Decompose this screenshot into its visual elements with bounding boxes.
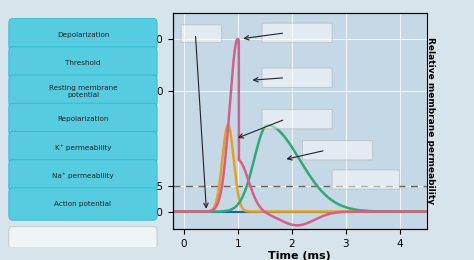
Text: Repolarization: Repolarization	[57, 116, 109, 122]
FancyBboxPatch shape	[9, 18, 157, 51]
Y-axis label: Membrane potential (mV): Membrane potential (mV)	[129, 50, 139, 192]
FancyBboxPatch shape	[262, 23, 332, 43]
FancyBboxPatch shape	[9, 47, 157, 79]
Text: Action potential: Action potential	[55, 201, 111, 207]
Text: Na⁺ permeability: Na⁺ permeability	[52, 172, 114, 179]
FancyBboxPatch shape	[9, 75, 157, 107]
FancyBboxPatch shape	[262, 68, 332, 87]
Text: K⁺ permeability: K⁺ permeability	[55, 144, 111, 151]
FancyBboxPatch shape	[332, 170, 400, 189]
FancyBboxPatch shape	[9, 227, 157, 249]
FancyBboxPatch shape	[9, 160, 157, 192]
Text: Depolarization: Depolarization	[57, 32, 109, 38]
FancyBboxPatch shape	[9, 188, 157, 220]
FancyBboxPatch shape	[262, 109, 332, 129]
FancyBboxPatch shape	[181, 25, 221, 43]
X-axis label: Time (ms): Time (ms)	[268, 251, 331, 260]
Y-axis label: Relative membrane permeability: Relative membrane permeability	[426, 37, 435, 204]
FancyBboxPatch shape	[9, 103, 157, 135]
Text: Threshold: Threshold	[65, 60, 100, 66]
FancyBboxPatch shape	[302, 141, 373, 160]
FancyBboxPatch shape	[9, 132, 157, 164]
Text: Resting membrane
potential: Resting membrane potential	[49, 85, 117, 98]
